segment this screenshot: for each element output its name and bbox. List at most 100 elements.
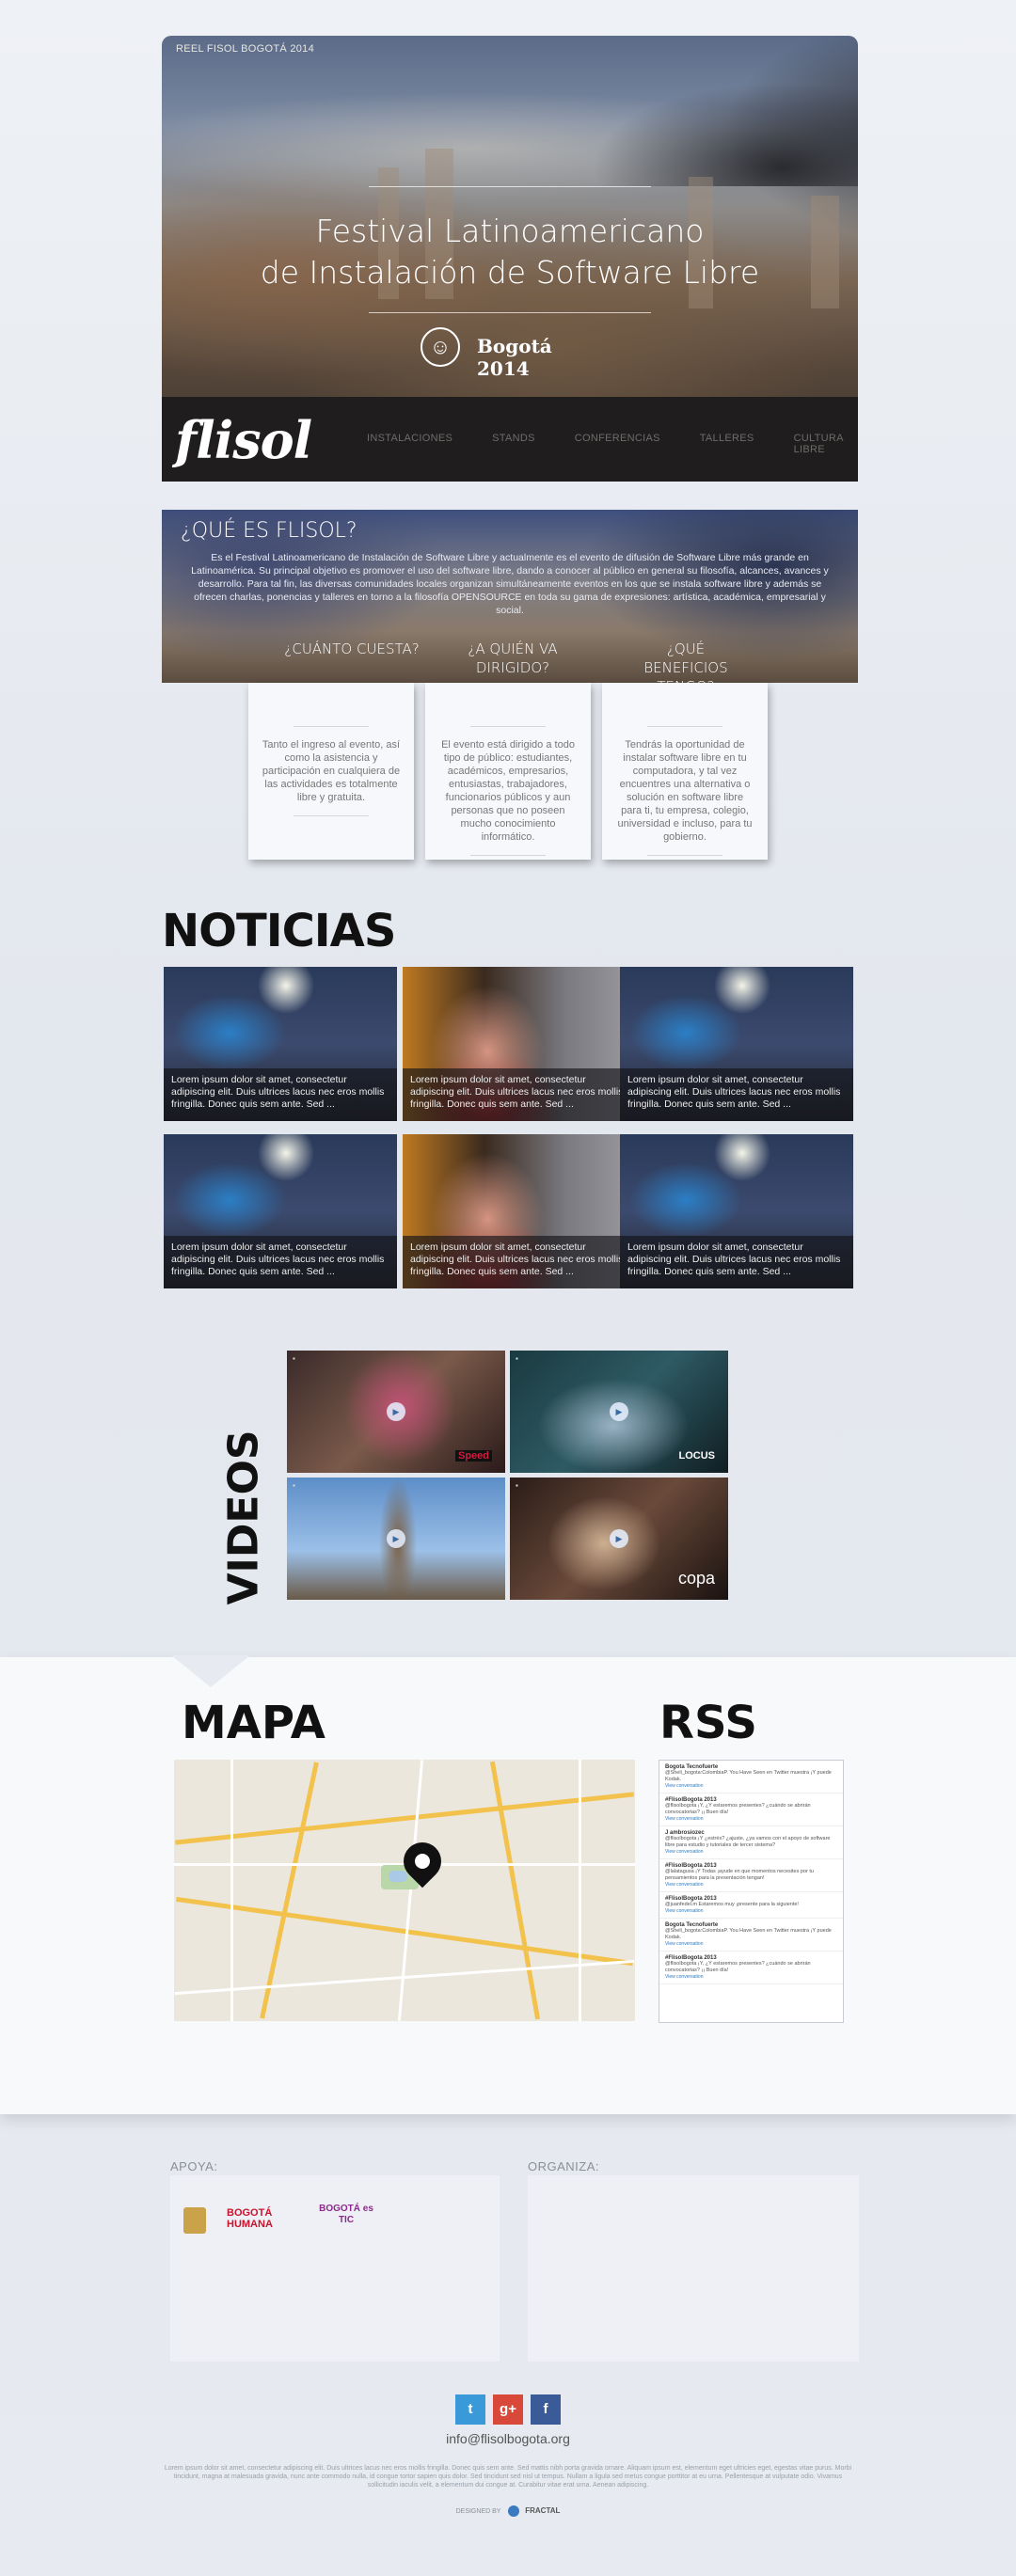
hero-title-line: Festival Latinoamericano [315, 213, 705, 249]
play-icon[interactable]: ▶ [387, 1529, 405, 1548]
hero-building [689, 177, 713, 308]
hero-title-line: de Instalación de Software Libre [260, 254, 760, 291]
news-item[interactable]: Lorem ipsum dolor sit amet, consectetur … [620, 967, 853, 1121]
nav-item-cultura-libre[interactable]: CULTURA LIBRE [793, 433, 844, 455]
video-tag: ▪ [293, 1354, 295, 1363]
tweet[interactable]: Bogota Tecnofuerte @Sheli_bogota:Colombi… [659, 1919, 843, 1952]
video-thumb[interactable]: ▪ ▶ [287, 1478, 505, 1600]
tweet[interactable]: #FlisolBogota 2013 @flisolbogota ¡Y, ¿Y … [659, 1794, 843, 1826]
card-text: Tendrás la oportunidad de instalar softw… [617, 739, 753, 843]
map-lake [389, 1871, 407, 1882]
news-item[interactable]: Lorem ipsum dolor sit amet, consectetur … [403, 967, 636, 1121]
map-widget[interactable] [174, 1760, 635, 2021]
logo-text: flisol [175, 410, 312, 470]
main-nav: flisol INSTALACIONES STANDS CONFERENCIAS… [162, 397, 858, 482]
news-caption: Lorem ipsum dolor sit amet, consectetur … [620, 1068, 853, 1121]
news-item[interactable]: Lorem ipsum dolor sit amet, consectetur … [403, 1134, 636, 1288]
reel-label[interactable]: REEL FISOL BOGOTÁ 2014 [176, 43, 315, 55]
card-divider [294, 726, 369, 727]
hero-title: Festival Latinoamericano de Instalación … [162, 211, 858, 293]
news-caption: Lorem ipsum dolor sit amet, consectetur … [164, 1068, 397, 1121]
hero-building [378, 167, 399, 299]
card-divider [294, 815, 369, 816]
play-icon[interactable]: ▶ [610, 1402, 628, 1421]
designed-by: DESIGNED BY FRACTAL [0, 2505, 1016, 2517]
card-divider [470, 855, 546, 856]
tweet-text: @flisolbogota ¡Y ¿estrés? ¿ajuste, ¿ya v… [665, 1836, 831, 1848]
tweet-link[interactable]: View conversation [665, 1882, 704, 1888]
rss-feed[interactable]: Bogota Tecnofuerte @Sheli_bogota:Colombi… [659, 1760, 844, 2023]
tweet-author: #FlisolBogota 2013 [665, 1863, 717, 1869]
tweet-link[interactable]: View conversation [665, 1974, 704, 1980]
tweet[interactable]: #FlisolBogota 2013 @flisolbogota ¡Y, ¿Y … [659, 1952, 843, 1984]
tweet-link[interactable]: View conversation [665, 1908, 704, 1914]
nav-item-conferencias[interactable]: CONFERENCIAS [574, 433, 660, 444]
about-text: Es el Festival Latinoamericano de Instal… [191, 552, 829, 616]
bogota-tic-logo: BOGOTÁ es TIC [319, 2204, 373, 2225]
tweet-link[interactable]: View conversation [665, 1849, 704, 1855]
nav-item-talleres[interactable]: TALLERES [699, 433, 754, 444]
nav-item-stands[interactable]: STANDS [492, 433, 535, 444]
footer-text: Lorem ipsum dolor sit amet, consectetur … [164, 2465, 852, 2489]
card-text: El evento está dirigido a todo tipo de p… [441, 739, 575, 843]
news-item[interactable]: Lorem ipsum dolor sit amet, consectetur … [620, 1134, 853, 1288]
card-divider [647, 726, 722, 727]
news-caption: Lorem ipsum dolor sit amet, consectetur … [164, 1236, 397, 1288]
tweet[interactable]: Bogota Tecnofuerte @Sheli_bogota:Colombi… [659, 1761, 843, 1794]
gplus-icon[interactable]: g+ [493, 2394, 523, 2425]
emblem-icon: ☺ [421, 327, 460, 367]
video-thumb[interactable]: ▪ ▶ Speed [287, 1351, 505, 1473]
designer-name[interactable]: FRACTAL [525, 2505, 561, 2515]
tweet-text: @flisolbogota ¡Y, ¿Y estaremos presentes… [665, 1961, 811, 1973]
tweet-link[interactable]: View conversation [665, 1816, 704, 1822]
flisol-logo[interactable]: flisol [175, 410, 312, 470]
video-brand: Speed [454, 1450, 492, 1462]
apoya-label: APOYA: [170, 2159, 218, 2173]
tweet-author: Bogota Tecnofuerte [665, 1764, 719, 1770]
bogota-badge: ☺ Bogotá 2014 [421, 327, 609, 380]
map-road [489, 1761, 541, 2020]
hero-mountain [595, 73, 858, 186]
contact-email[interactable]: info@flisolbogota.org [446, 2431, 570, 2446]
badge-city: Bogotá 2014 [477, 335, 552, 380]
tweet[interactable]: #FlisolBogota 2013 @lalatagusa ¡Y Todas … [659, 1859, 843, 1892]
bogota-seal-icon [183, 2207, 206, 2234]
tweet-link[interactable]: View conversation [665, 1941, 704, 1947]
news-item[interactable]: Lorem ipsum dolor sit amet, consectetur … [164, 1134, 397, 1288]
question-title-audience: ¿A QUIÉN VA DIRIGIDO? [468, 640, 558, 676]
answer-card-cost: Tanto el ingreso al evento, así como la … [248, 683, 414, 860]
organiza-box [528, 2175, 859, 2362]
video-tag: ▪ [516, 1481, 518, 1490]
tweet-link[interactable]: View conversation [665, 1783, 704, 1789]
video-brand: LOCUS [678, 1450, 716, 1462]
map-road [175, 1792, 634, 1845]
tweet-text: @Sheli_bogota:ColombiaP. You Have Seen e… [665, 1770, 832, 1782]
video-thumb[interactable]: ▪ ▶ copa [510, 1478, 728, 1600]
rss-title: RSS [659, 1697, 757, 1749]
video-tag: ▪ [516, 1354, 518, 1363]
card-divider [647, 855, 722, 856]
tweet[interactable]: #FlisolBogota 2013 @juanfedel.m Estaremo… [659, 1892, 843, 1919]
play-icon[interactable]: ▶ [610, 1529, 628, 1548]
hero-divider [369, 186, 651, 187]
video-brand: copa [677, 1569, 715, 1588]
twitter-icon[interactable]: t [455, 2394, 485, 2425]
organiza-label: ORGANIZA: [528, 2159, 600, 2173]
hero-banner: REEL FISOL BOGOTÁ 2014 Festival Latinoam… [162, 36, 858, 482]
tweet[interactable]: J ambrosiozec @flisolbogota ¡Y ¿estrés? … [659, 1826, 843, 1859]
news-caption: Lorem ipsum dolor sit amet, consectetur … [403, 1236, 636, 1288]
tweet-author: Bogota Tecnofuerte [665, 1922, 719, 1928]
nav-item-instalaciones[interactable]: INSTALACIONES [367, 433, 453, 444]
tweet-author: #FlisolBogota 2013 [665, 1955, 717, 1961]
about-section: ¿QUÉ ES FLISOL? Es el Festival Latinoame… [162, 510, 858, 695]
news-caption: Lorem ipsum dolor sit amet, consectetur … [620, 1236, 853, 1288]
facebook-icon[interactable]: f [531, 2394, 561, 2425]
hero-building [811, 196, 839, 308]
video-thumb[interactable]: ▪ ▶ LOCUS [510, 1351, 728, 1473]
news-item[interactable]: Lorem ipsum dolor sit amet, consectetur … [164, 967, 397, 1121]
nav-menu: INSTALACIONES STANDS CONFERENCIAS TALLER… [367, 433, 858, 455]
map-street [397, 1760, 424, 2021]
tweet-text: @lalatagusa ¡Y Todas ¡ayude en que momen… [665, 1869, 814, 1881]
play-icon[interactable]: ▶ [387, 1402, 405, 1421]
tweet-text: @Sheli_bogota:ColombiaP. You Have Seen e… [665, 1928, 832, 1940]
